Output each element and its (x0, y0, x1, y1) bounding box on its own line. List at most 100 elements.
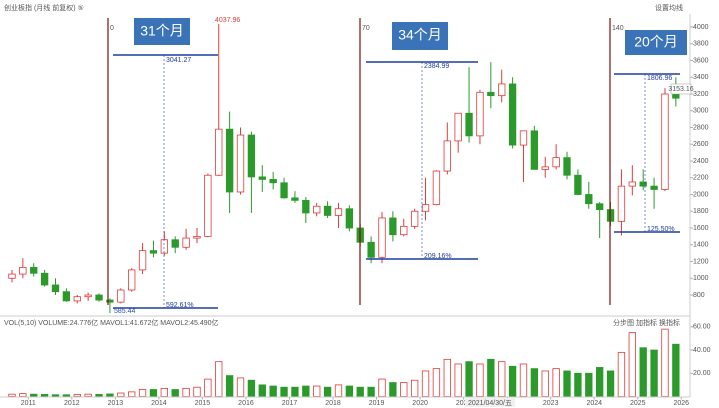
candle (95, 293, 103, 302)
y-tick-label: 3400 (693, 74, 709, 81)
volume-bar (628, 332, 636, 397)
x-tick-label: 2018 (325, 400, 341, 407)
volume-bar (106, 393, 114, 397)
volume-bar (334, 384, 343, 397)
cursor-tag (465, 398, 515, 407)
candle (563, 151, 571, 180)
volume-bar (62, 394, 71, 397)
x-tick-label: 2024 (586, 400, 602, 407)
y-tick-label: 2600 (693, 141, 709, 148)
candle (628, 165, 636, 196)
candle (128, 268, 136, 292)
candle-body (345, 208, 354, 229)
counter: 0 (110, 25, 114, 32)
volume-bar (421, 370, 430, 397)
v-tick-label: 20.00 (693, 370, 711, 377)
volume-bar (258, 384, 266, 397)
candle-body (432, 170, 441, 205)
candle (487, 62, 495, 109)
candle (323, 201, 332, 218)
candle-body (454, 112, 462, 142)
volume-bar (519, 363, 528, 397)
candle (225, 111, 234, 213)
volume-bar (247, 379, 256, 397)
v-tick-label: 40.00 (693, 347, 711, 354)
candle-body (160, 239, 169, 254)
candle (236, 127, 245, 195)
candle (302, 197, 310, 223)
volume-title: VOL(5,10) VOLUME:24.776亿 MAVOL1:41.672亿 … (4, 318, 219, 327)
tool[interactable]: 加指标 (636, 318, 657, 327)
candle-body (95, 294, 103, 301)
candle-body (389, 217, 397, 236)
candle-body (585, 194, 593, 205)
volume-bar (138, 389, 147, 397)
y-tick-label: 3600 (693, 57, 709, 64)
volume-bar (454, 363, 462, 397)
label-text: 34个月 (398, 27, 442, 43)
cursor-date: 2021/04/30/五 (468, 399, 512, 407)
candle (596, 202, 604, 239)
volume-bar (8, 393, 16, 397)
candle (149, 240, 158, 258)
volume-bar (672, 343, 680, 397)
y-tick-label: 1400 (693, 242, 709, 249)
volume-bar (236, 377, 245, 397)
x-tick-label: 2026 (674, 400, 690, 407)
candle-body (40, 272, 49, 286)
tool[interactable]: 分步图 (613, 318, 634, 327)
volume-bar (84, 393, 92, 397)
candle-body (476, 91, 484, 137)
y-tick-label: 1000 (693, 275, 709, 282)
candle (508, 77, 517, 149)
plot: 8001000120014001600180020002200240026002… (8, 24, 711, 407)
candle-body (236, 134, 245, 193)
volume-bar (432, 368, 441, 397)
candle (585, 181, 593, 209)
candle-body (8, 273, 16, 279)
candle-body (106, 299, 114, 303)
candle (334, 202, 343, 229)
candle (84, 292, 92, 301)
candle-body (628, 181, 636, 187)
volume-bar (443, 358, 451, 397)
candle (443, 122, 451, 175)
candle-body (650, 185, 658, 190)
x-tick-label: 2011 (21, 400, 36, 407)
candle (204, 173, 212, 238)
level-label: 592.61% (166, 302, 194, 309)
candle-body (672, 93, 680, 99)
candle (19, 258, 27, 279)
candle (138, 243, 147, 275)
candle (432, 170, 441, 206)
tool[interactable]: 换指标 (659, 318, 680, 327)
candle-body (51, 284, 60, 293)
candle (106, 298, 114, 314)
candle-body (563, 157, 571, 176)
candle-body (443, 140, 451, 172)
volume-bar (465, 361, 473, 397)
candle (62, 288, 71, 302)
volume-bar (95, 394, 103, 397)
last-price: 3153.16 (668, 86, 693, 93)
candle-body (182, 237, 190, 248)
x-tick-label: 2013 (108, 400, 124, 407)
counter: 140 (612, 25, 624, 32)
candle-body (421, 204, 430, 212)
candle (552, 144, 560, 170)
candle-body (661, 93, 669, 190)
candle-body (269, 179, 277, 184)
y-tick-label: 1800 (693, 208, 709, 215)
volume-bar (117, 392, 125, 397)
candle (541, 156, 549, 178)
candle (117, 288, 125, 304)
candle-body (323, 205, 332, 216)
toolbar[interactable]: 设置均线 (655, 3, 683, 12)
volume-bar (280, 386, 288, 397)
candle (280, 177, 288, 199)
volume-bar (476, 363, 484, 397)
volume-bar (617, 351, 626, 397)
candle-body (62, 291, 71, 302)
candle (410, 208, 419, 229)
x-tick-label: 2025 (630, 400, 646, 407)
